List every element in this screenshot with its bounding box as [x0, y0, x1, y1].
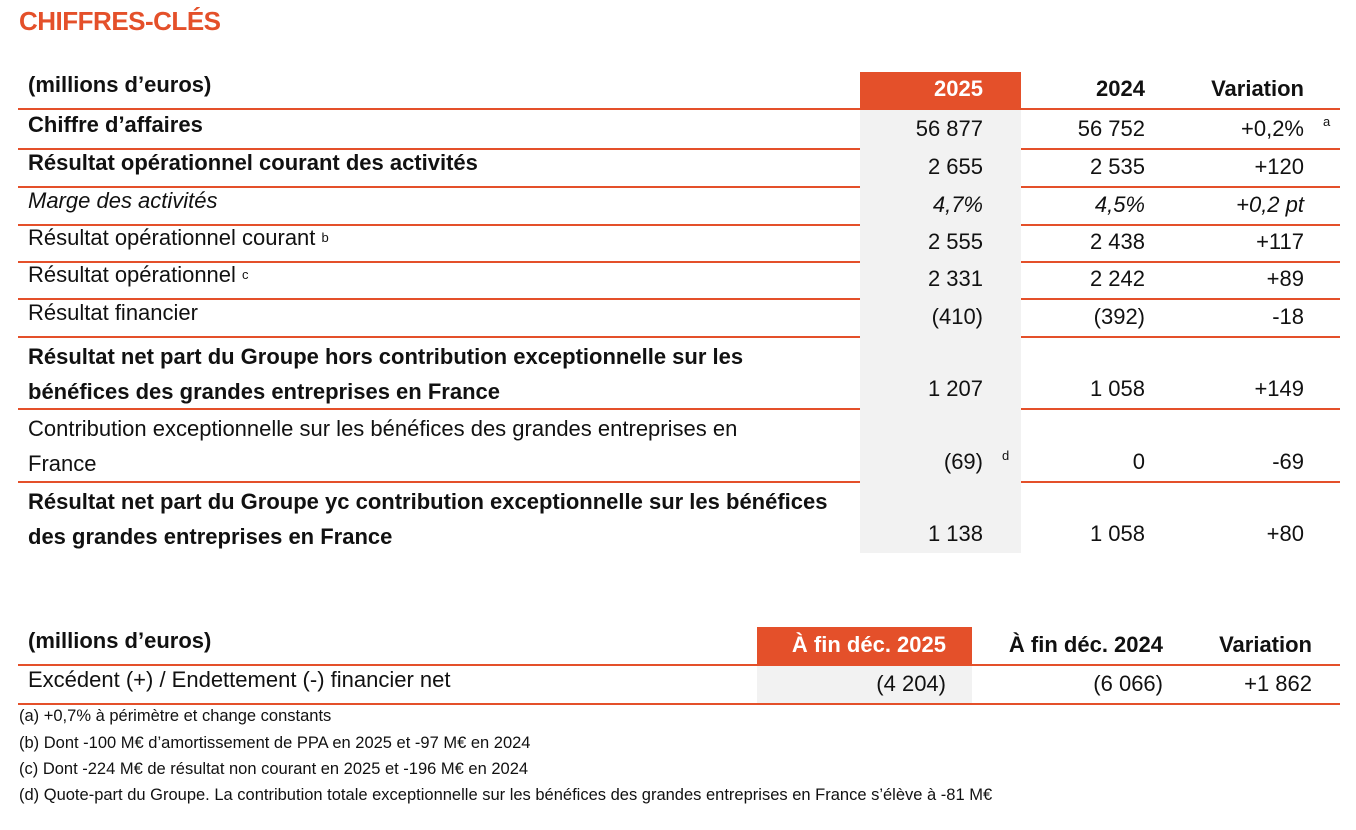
value-2024: 1 058	[1089, 521, 1145, 546]
footnote-c: (c) Dont -224 M€ de résultat non courant…	[19, 760, 529, 778]
value-2024: 0	[1132, 449, 1145, 474]
value-variation: +89	[1266, 266, 1304, 291]
table-row: Résultat financier (410) (392) -18	[18, 298, 1340, 338]
row-label: Résultat opérationnel courant b	[28, 224, 329, 261]
value-dec-2024: (6 066)	[1093, 671, 1163, 696]
footnote-ref: b	[321, 230, 329, 245]
row-label: Résultat financier	[28, 300, 198, 325]
header-label: (millions d’euros)	[28, 628, 212, 653]
label-text: Résultat opérationnel	[28, 262, 236, 287]
value-2025: 56 877	[860, 110, 1021, 148]
value-variation: +120	[1254, 154, 1304, 179]
header-2025: 2025	[860, 72, 1021, 108]
value-2024: 2 242	[1089, 266, 1145, 291]
value-2024: 2 535	[1089, 154, 1145, 179]
table-header: (millions d’euros) À fin déc. 2025 À fin…	[18, 627, 1340, 666]
value-2025: 2 555	[860, 224, 1021, 261]
header-dec-2025: À fin déc. 2025	[757, 627, 972, 664]
table-row: Excédent (+) / Endettement (-) financier…	[18, 666, 1340, 705]
table-row: Marge des activités 4,7% 4,5% +0,2 pt	[18, 186, 1340, 226]
value-dec-2025: (4 204)	[757, 666, 972, 703]
footnote-d: (d) Quote-part du Groupe. La contributio…	[19, 786, 993, 804]
value-2025: 2 655	[860, 148, 1021, 186]
label-text: Résultat opérationnel courant	[28, 225, 316, 250]
table-row: Résultat opérationnel courant des activi…	[18, 148, 1340, 188]
table-header: (millions d’euros) 2025 2024 Variation	[18, 72, 1340, 110]
value-2024: 56 752	[1077, 116, 1145, 141]
value-variation: +1 862	[1244, 671, 1312, 696]
row-label: Résultat net part du Groupe hors contrib…	[28, 344, 744, 404]
footnote-ref: d	[1002, 448, 1010, 463]
value-2025: (69)	[860, 408, 1021, 481]
row-label: Résultat net part du Groupe yc contribut…	[28, 489, 828, 549]
value-2025: 2 331	[860, 261, 1021, 298]
footnote-ref: c	[242, 267, 249, 282]
header-dec-2024: À fin déc. 2024	[1008, 632, 1163, 657]
table-row: Résultat net part du Groupe hors contrib…	[18, 336, 1340, 410]
footnote-b: (b) Dont -100 M€ d’amortissement de PPA …	[19, 734, 531, 752]
value-variation: +117	[1256, 229, 1304, 254]
value-variation: +80	[1266, 521, 1304, 546]
footnote-a: (a) +0,7% à périmètre et change constant…	[19, 707, 332, 725]
value-variation: -18	[1272, 304, 1304, 329]
table-row: Résultat opérationnel courant b 2 555 2 …	[18, 224, 1340, 263]
value-2025: 1 138	[860, 481, 1021, 553]
row-label: Chiffre d’affaires	[28, 112, 203, 137]
value-2024: (392)	[1093, 304, 1145, 329]
value-2024: 1 058	[1089, 376, 1145, 401]
value-2024: 2 438	[1089, 229, 1145, 254]
value-variation: +149	[1254, 376, 1304, 401]
header-label: (millions d’euros)	[28, 72, 212, 97]
table-row: Chiffre d’affaires 56 877 56 752 +0,2% a	[18, 110, 1340, 150]
header-variation: Variation	[1211, 76, 1304, 101]
value-variation: +0,2%	[1241, 116, 1304, 141]
row-label: Marge des activités	[28, 188, 218, 213]
value-2025: 4,7%	[860, 186, 1021, 224]
value-2025: (410)	[860, 298, 1021, 336]
header-variation: Variation	[1219, 632, 1312, 657]
value-variation: -69	[1272, 449, 1304, 474]
header-2024: 2024	[1096, 76, 1145, 101]
value-text: 56 877	[915, 116, 983, 141]
footnote-ref: a	[1323, 114, 1331, 129]
value-2025: 1 207	[860, 336, 1021, 408]
row-label: Contribution exceptionnelle sur les béné…	[28, 416, 738, 476]
page-title: CHIFFRES-CLÉS	[19, 6, 221, 36]
row-label: Excédent (+) / Endettement (-) financier…	[28, 667, 451, 692]
value-2024: 4,5%	[1094, 192, 1145, 217]
table-row: Contribution exceptionnelle sur les béné…	[18, 408, 1340, 483]
value-variation: +0,2 pt	[1236, 192, 1304, 217]
row-label: Résultat opérationnel courant des activi…	[28, 150, 478, 175]
row-label: Résultat opérationnel c	[28, 261, 249, 298]
table-row: Résultat opérationnel c 2 331 2 242 +89	[18, 261, 1340, 300]
table-row: Résultat net part du Groupe yc contribut…	[18, 481, 1340, 553]
